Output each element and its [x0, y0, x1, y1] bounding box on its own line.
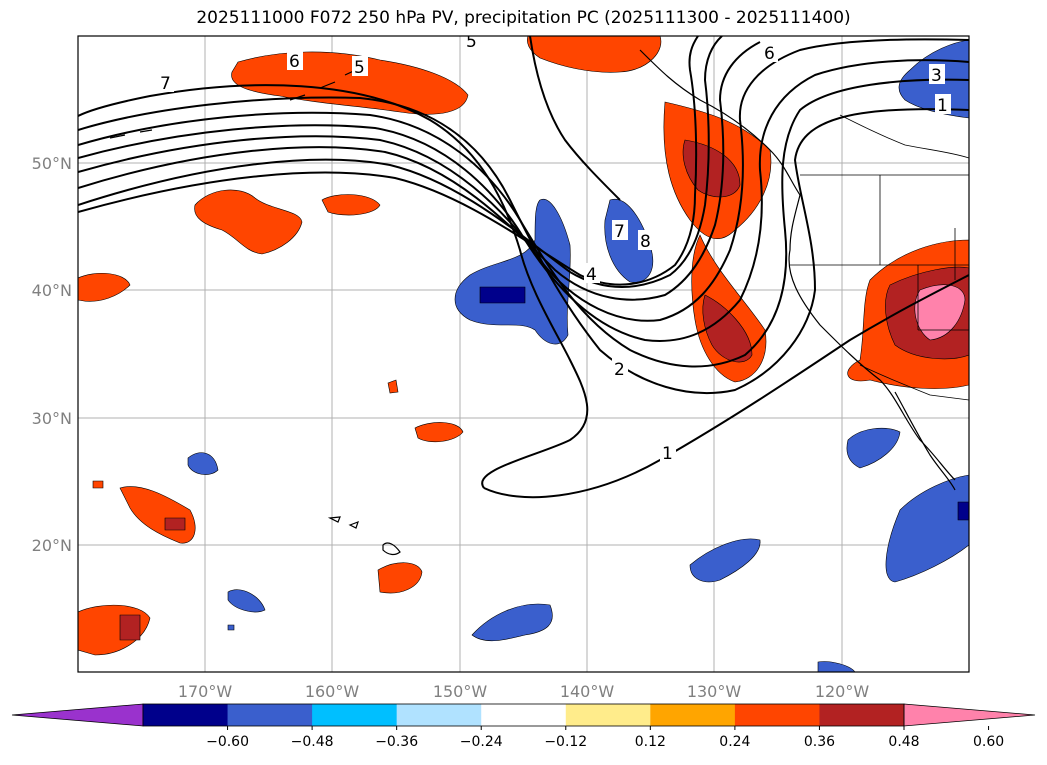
precip-area-small-1	[387, 379, 399, 394]
contour-label-4-center: 4	[586, 265, 597, 285]
map-content: 7 6 5 5 6 3 1 7 8 4 2 1	[78, 32, 969, 672]
colorbar-tick-label: −0.24	[460, 734, 503, 750]
pv-contours	[78, 36, 969, 499]
contour-label-1-center: 1	[662, 444, 673, 464]
lon-label-170w: 170°W	[178, 682, 233, 701]
coastline-north-america	[639, 49, 956, 481]
contour-label-5-west: 5	[354, 58, 365, 78]
colorbar-segment	[396, 704, 482, 726]
lat-label-40n: 40°N	[32, 281, 72, 300]
contour-labels: 7 6 5 5 6 3 1 7 8 4 2 1	[158, 32, 951, 464]
pv-contour-north	[529, 36, 621, 201]
precip-positive-areas	[78, 36, 969, 656]
contour-label-6-west: 6	[289, 52, 300, 72]
precip-area-small-2	[414, 422, 464, 443]
precip-neg-south-3	[817, 661, 856, 672]
precip-area-southwest-core	[164, 517, 186, 531]
latitude-labels: 50°N 40°N 30°N 20°N	[32, 154, 72, 555]
lon-label-130w: 130°W	[687, 682, 742, 701]
map-title: 2025111000 F072 250 hPa PV, precipitatio…	[196, 8, 851, 28]
contour-label-5-north: 5	[466, 32, 477, 52]
precip-neg-small-1	[187, 452, 219, 475]
contour-label-8-center: 8	[640, 232, 651, 252]
contour-label-2-center: 2	[614, 360, 625, 380]
pv-contour-8	[78, 36, 699, 286]
precip-area-california-peak	[914, 284, 966, 341]
precip-area-mid-2	[321, 194, 381, 216]
precip-area-mid-1	[194, 189, 303, 255]
lon-label-120w: 120°W	[815, 682, 870, 701]
colorbar-tick-label: −0.48	[291, 734, 334, 750]
precip-area-coast-upper-core	[682, 139, 741, 198]
coastline-baja	[894, 391, 956, 491]
contour-label-3-east: 3	[931, 66, 942, 86]
precip-neg-east-1	[846, 427, 901, 469]
precip-neg-small-3	[227, 624, 235, 631]
coastline-hawaii	[382, 542, 401, 556]
pv-contour-5	[78, 38, 969, 322]
colorbar-segment	[481, 704, 567, 726]
pv-contour-4	[78, 59, 969, 342]
precip-area-southwest-corner-core	[119, 614, 141, 641]
precip-area-southwest	[119, 486, 196, 544]
precip-area-gulf-alaska	[527, 36, 662, 73]
precip-neg-south-1	[689, 538, 761, 583]
colorbar-tick-label: 0.12	[635, 734, 666, 750]
lon-label-150w: 150°W	[433, 682, 488, 701]
colorbar-segment	[143, 704, 229, 726]
contour-label-1-east: 1	[937, 96, 948, 116]
precip-neg-south-2	[471, 603, 553, 642]
colorbar-segment	[650, 704, 736, 726]
precip-area-aleutian	[231, 51, 469, 115]
colorbar-segment	[227, 704, 313, 726]
lon-label-160w: 160°W	[305, 682, 360, 701]
colorbar-tick-label: 0.36	[804, 734, 835, 750]
pv-contour-2	[78, 96, 969, 394]
contour-label-6-east: 6	[764, 44, 775, 64]
colorbar-segment	[819, 704, 905, 726]
borders	[790, 114, 969, 401]
precip-neg-small-2	[227, 589, 266, 613]
colorbar-extend-high	[903, 703, 1036, 727]
precip-neg-east-2-core	[957, 501, 969, 521]
precip-neg-east-2	[885, 474, 969, 583]
longitude-labels: 170°W 160°W 150°W 140°W 130°W 120°W	[178, 682, 870, 701]
precip-neg-center-1	[454, 198, 571, 345]
lat-label-20n: 20°N	[32, 536, 72, 555]
colorbar-segment	[565, 704, 651, 726]
coastline-hawaii-2	[348, 520, 359, 529]
colorbar-tick-label: −0.12	[544, 734, 587, 750]
lon-label-140w: 140°W	[560, 682, 615, 701]
precip-negative-areas	[187, 39, 969, 672]
colorbar-tick-label: −0.60	[206, 734, 249, 750]
colorbar-extend-low	[11, 703, 144, 727]
colorbar-tick-label: 0.60	[973, 734, 1004, 750]
colorbar-frame	[142, 703, 905, 727]
coastline-hawaii-3	[327, 516, 341, 523]
pv-contour-3	[78, 78, 969, 368]
lat-label-50n: 50°N	[32, 154, 72, 173]
precip-neg-center-1-core	[479, 286, 526, 304]
pv-contour-1-east	[483, 274, 969, 499]
lat-label-30n: 30°N	[32, 409, 72, 428]
precip-area-tiny	[92, 480, 104, 489]
contour-label-7-center: 7	[614, 222, 625, 242]
colorbar-tick-label: −0.36	[375, 734, 418, 750]
pv-contour-7	[78, 36, 723, 288]
precip-area-south-center	[377, 562, 423, 594]
pv-contour-6	[78, 41, 761, 301]
colorbar-tick-label: 0.48	[888, 734, 919, 750]
colorbar-tick-label: 0.24	[719, 734, 750, 750]
colorbar: −0.60 −0.48 −0.36 −0.24 −0.12 0.12 0.24 0.36 0.4…	[11, 703, 1036, 750]
contour-label-7-west: 7	[160, 74, 171, 94]
colorbar-segment	[734, 704, 820, 726]
precip-area-coast-lower-core	[702, 294, 753, 363]
precip-area-west-edge	[78, 272, 131, 302]
colorbar-segment	[312, 704, 398, 726]
map-frame	[77, 35, 970, 673]
